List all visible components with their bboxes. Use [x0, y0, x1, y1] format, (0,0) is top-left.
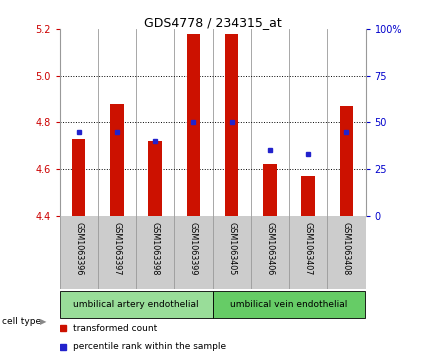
- Text: cell type: cell type: [2, 317, 41, 326]
- Bar: [289, 29, 327, 216]
- Text: GSM1063399: GSM1063399: [189, 221, 198, 275]
- Title: GDS4778 / 234315_at: GDS4778 / 234315_at: [144, 16, 281, 29]
- Bar: [263, 164, 277, 216]
- Bar: [174, 29, 212, 216]
- Bar: [148, 141, 162, 216]
- Bar: [340, 106, 353, 216]
- Text: GSM1063405: GSM1063405: [227, 221, 236, 275]
- Bar: [60, 290, 212, 318]
- Bar: [327, 29, 366, 216]
- Text: percentile rank within the sample: percentile rank within the sample: [73, 342, 227, 351]
- Text: transformed count: transformed count: [73, 324, 158, 333]
- Bar: [251, 29, 289, 216]
- Bar: [60, 29, 98, 216]
- Bar: [110, 104, 124, 216]
- Bar: [98, 29, 136, 216]
- Bar: [187, 34, 200, 216]
- Bar: [212, 29, 251, 216]
- Bar: [72, 139, 85, 216]
- Text: GSM1063408: GSM1063408: [342, 221, 351, 275]
- Bar: [301, 176, 315, 216]
- Text: ▶: ▶: [40, 317, 46, 326]
- Bar: [136, 29, 174, 216]
- Text: umbilical vein endothelial: umbilical vein endothelial: [230, 299, 348, 309]
- Text: GSM1063396: GSM1063396: [74, 221, 83, 275]
- Text: GSM1063398: GSM1063398: [150, 221, 160, 275]
- Text: GSM1063407: GSM1063407: [303, 221, 313, 275]
- Bar: [225, 34, 238, 216]
- Bar: [213, 290, 365, 318]
- Text: GSM1063406: GSM1063406: [265, 221, 275, 275]
- Text: umbilical artery endothelial: umbilical artery endothelial: [73, 299, 199, 309]
- Text: GSM1063397: GSM1063397: [112, 221, 122, 275]
